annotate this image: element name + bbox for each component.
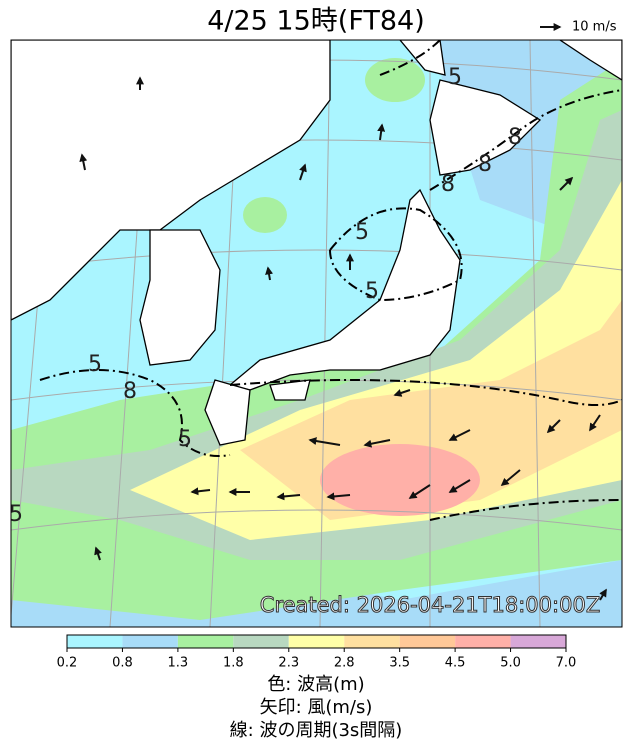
contour-label: 5 xyxy=(365,279,379,304)
contour-label: 5 xyxy=(88,352,102,377)
colorbar-tick-label: 0.2 xyxy=(57,656,78,671)
contour-label: 5 xyxy=(9,502,23,527)
colorbar-tick-label: 2.3 xyxy=(278,656,299,671)
colorbar-tick-label: 4.5 xyxy=(445,656,466,671)
caption-line: 色: 波高(m) xyxy=(267,674,364,695)
colorbar-tick-label: 1.3 xyxy=(168,656,189,671)
colorbar-tick-label: 1.8 xyxy=(223,656,244,671)
map-frame xyxy=(10,39,623,628)
contour-label: 8 xyxy=(441,172,455,197)
legend-arrow-label: 10 m/s xyxy=(572,20,617,35)
contour-label: 8 xyxy=(123,379,137,404)
colorbar-segment xyxy=(177,635,234,648)
colorbar-segment xyxy=(288,635,345,648)
contour-label: 5 xyxy=(448,65,462,90)
colorbar-segment xyxy=(510,635,566,648)
contour-label: 5 xyxy=(355,220,369,245)
contour-label: 5 xyxy=(178,427,192,452)
colorbar-segment xyxy=(399,635,456,648)
caption-line: 矢印: 風(m/s) xyxy=(260,697,373,718)
colorbar: 0.2 0.8 1.3 1.8 2.3 2.8 3.5 4.5 5.0 7.0 xyxy=(57,634,577,671)
contour-label: 8 xyxy=(508,125,522,150)
colorbar-tick-label: 2.8 xyxy=(334,656,355,671)
contour-label: 8 xyxy=(478,152,492,177)
colorbar-segment xyxy=(344,635,400,648)
title: 4/25 15時(FT84) xyxy=(207,6,425,37)
caption-line: 線: 波の周期(3s間隔) xyxy=(230,720,403,741)
colorbar-segment xyxy=(455,635,511,648)
map: 5 8 5 5 5 5 8 8 8 5 xyxy=(9,40,622,627)
wind-arrows xyxy=(79,76,607,601)
colorbar-tick-label: 3.5 xyxy=(389,656,410,671)
created-stamp: Created: 2026-04-21T18:00:00Z xyxy=(260,593,600,617)
colorbar-segment xyxy=(233,635,289,648)
colorbar-tick-label: 5.0 xyxy=(500,656,521,671)
colorbar-tick-label: 7.0 xyxy=(556,656,577,671)
colorbar-tick-label: 0.8 xyxy=(112,656,133,671)
colorbar-frame xyxy=(66,634,567,649)
colorbar-segment xyxy=(67,635,123,648)
colorbar-segment xyxy=(122,635,178,648)
